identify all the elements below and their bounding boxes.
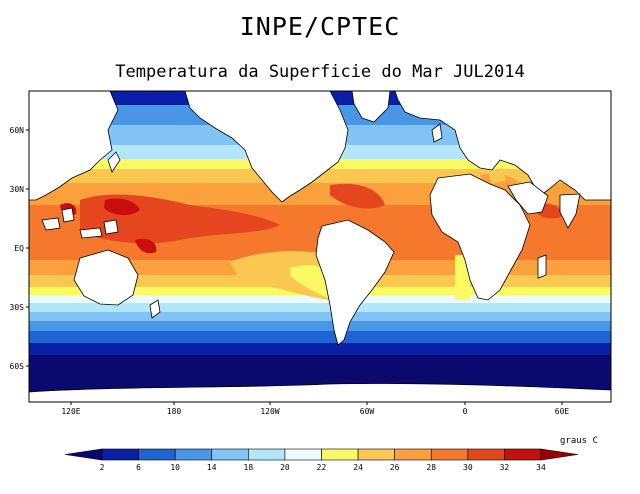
colorbar-units: graus C: [560, 436, 598, 446]
map-title: INPE/CPTEC: [239, 12, 401, 41]
new-zealand-islands: [149, 299, 161, 319]
africa-landmass: [429, 173, 531, 301]
y-tick-labels: 60N 30N EQ 30S 60S: [10, 126, 25, 371]
colorbar-segment: [64, 448, 103, 461]
colorbar-label: 2: [100, 463, 105, 472]
colorbar-segment: [430, 448, 469, 461]
axis-ticks: [26, 129, 563, 405]
india-landmass: [559, 193, 581, 229]
colorbar-segment: [540, 448, 579, 461]
colorbar-label: 18: [244, 463, 254, 472]
colorbar-segment: [394, 448, 432, 461]
colorbar-label: 34: [536, 463, 546, 472]
x-tick-labels: 120E 180 120W 60W 0 60E: [61, 407, 569, 416]
british-isles: [431, 123, 443, 143]
north-america-landmass: [184, 91, 349, 203]
colorbar-label: 22: [317, 463, 327, 472]
colorbar-label: 32: [500, 463, 510, 472]
map-subtitle: Temperatura da Superficie do Mar JUL2014: [115, 62, 525, 82]
x-tick-label: 120E: [61, 407, 80, 416]
japan-islands: [107, 151, 121, 173]
arabia-landmass: [507, 181, 549, 215]
map-frame: [28, 90, 612, 403]
colorbar-label: 26: [390, 463, 400, 472]
colorbar-segment: [138, 448, 176, 461]
x-tick-label: 180: [167, 407, 182, 416]
indonesia-islands: [41, 207, 119, 239]
south-america-landmass: [315, 219, 395, 346]
colorbar-label: 20: [280, 463, 290, 472]
greenland-landmass: [351, 91, 391, 123]
colorbar-segment: [467, 448, 505, 461]
colorbar-label: 14: [207, 463, 217, 472]
y-tick-label: 30N: [10, 185, 25, 194]
colorbar-segment: [504, 448, 542, 461]
colorbar-label: 10: [170, 463, 180, 472]
colorbar-label: 24: [353, 463, 363, 472]
colorbar-label: 30: [463, 463, 473, 472]
colorbar-segment: [321, 448, 359, 461]
eurasia-landmass: [394, 91, 611, 201]
x-tick-label: 60E: [555, 407, 570, 416]
colorbar-segment: [211, 448, 249, 461]
colorbar-label: 28: [426, 463, 436, 472]
y-tick-label: 60N: [10, 126, 25, 135]
colorbar-segment: [174, 448, 213, 461]
colorbar-segment: [101, 448, 139, 461]
y-tick-label: 60S: [10, 362, 25, 371]
x-tick-label: 0: [463, 407, 468, 416]
land-masses: [29, 91, 611, 402]
y-tick-label: EQ: [14, 244, 24, 253]
y-tick-label: 30S: [10, 303, 25, 312]
colorbar: 2 6 10 14 18 20 22 24 26 28 30 32 34: [64, 448, 579, 472]
colorbar-segment: [357, 448, 395, 461]
asia-west-landmass: [29, 91, 119, 201]
colorbar-segment: [248, 448, 286, 461]
x-tick-label: 60W: [360, 407, 375, 416]
madagascar-island: [537, 254, 547, 279]
colorbar-segment: [284, 448, 322, 461]
colorbar-label: 6: [136, 463, 141, 472]
antarctica-landmass: [29, 383, 611, 402]
x-tick-label: 120W: [260, 407, 279, 416]
australia-landmass: [73, 249, 139, 306]
